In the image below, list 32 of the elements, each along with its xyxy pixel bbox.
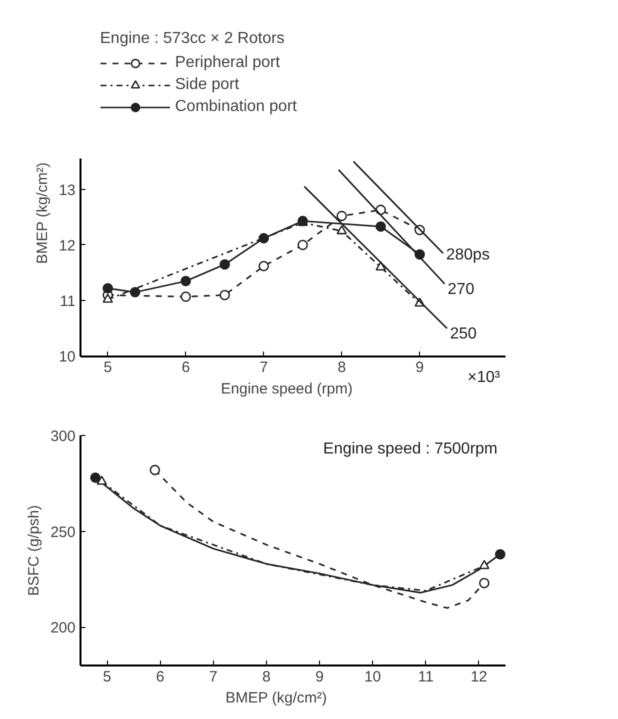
- y-axis-title: BSFC (g/psh): [25, 505, 42, 596]
- legend-label: Combination port: [175, 98, 297, 116]
- x-tick-label: 5: [102, 668, 112, 686]
- x-tick-label: 7: [209, 668, 218, 686]
- series-label: 270: [448, 280, 474, 298]
- text: ×10³: [468, 369, 501, 386]
- y-tick-label: 12: [58, 237, 76, 254]
- x-tick-label: 6: [182, 359, 190, 376]
- legend-label: Side port: [175, 76, 240, 94]
- x-tick-label: 10: [364, 668, 382, 686]
- y-tick-label: 11: [60, 293, 76, 310]
- x-tick-label: 8: [338, 359, 346, 376]
- x-tick-label: 8: [262, 668, 271, 686]
- annotation: Engine speed : 7500rpm: [323, 440, 498, 458]
- y-tick-label: 250: [50, 524, 76, 541]
- x-tick-label: 7: [260, 359, 268, 376]
- x-tick-label: 12: [470, 668, 488, 686]
- series-label: 280ps: [446, 246, 490, 264]
- legend-title: Engine : 573cc × 2 Rotors: [100, 30, 286, 48]
- x-tick-label: 11: [418, 668, 434, 686]
- x-axis-title: BMEP (kg/cm²): [225, 690, 327, 706]
- x-tick-label: 5: [104, 359, 112, 376]
- x-tick-label: 9: [315, 668, 324, 686]
- x-tick-label: 6: [156, 668, 164, 686]
- y-axis-title: BMEP (kg/cm²): [34, 162, 51, 264]
- x-axis-title: Engine speed (rpm): [220, 380, 353, 398]
- y-tick-label: 13: [58, 182, 76, 199]
- legend-label: Peripheral port: [175, 54, 280, 72]
- x-tick-label: 9: [416, 359, 424, 376]
- y-tick-label: 200: [50, 620, 76, 637]
- series-label: 250: [450, 325, 477, 342]
- y-tick-label: 300: [50, 428, 76, 445]
